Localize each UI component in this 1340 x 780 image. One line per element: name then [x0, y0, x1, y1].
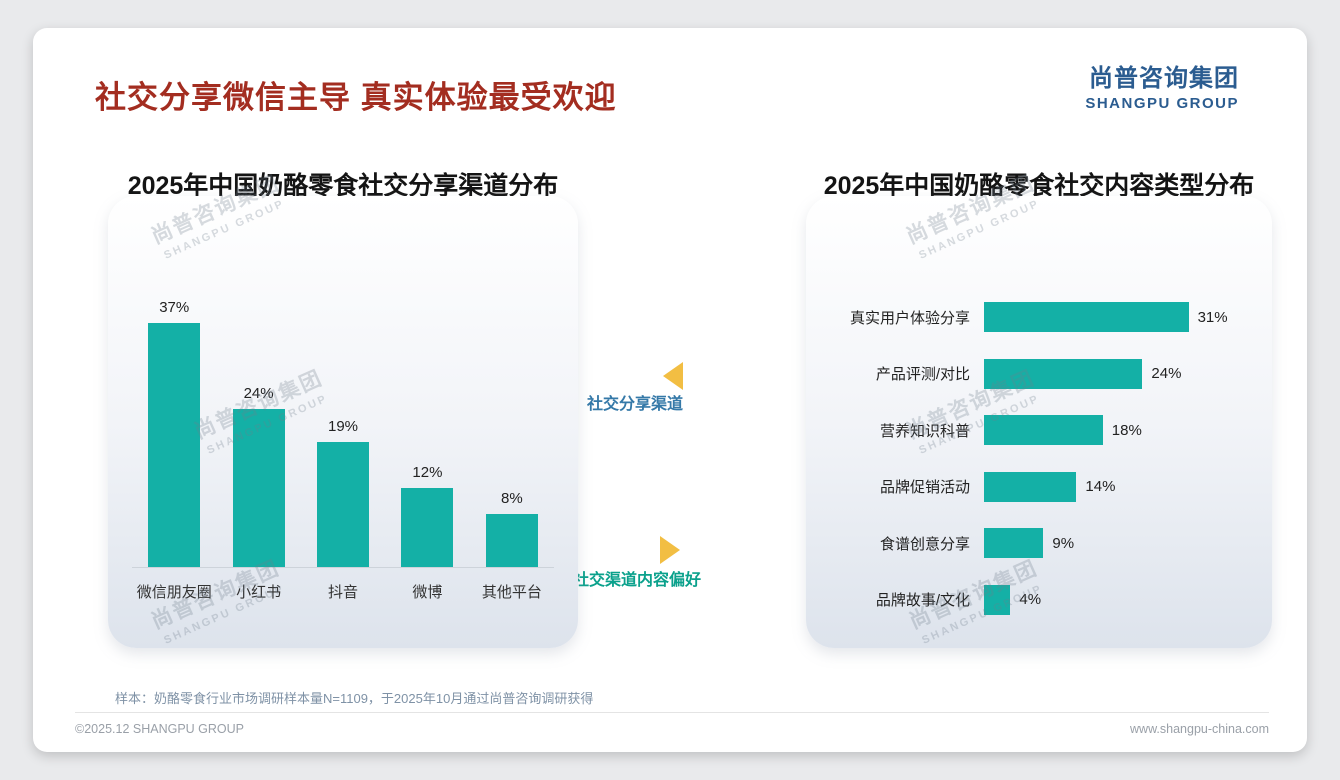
bar-value-label: 24%	[243, 384, 274, 402]
bar-row: 品牌故事/文化 4%	[828, 584, 1264, 615]
category-label: 营养知识科普	[879, 422, 970, 440]
left-chart-title: 2025年中国奶酪零食社交分享渠道分布	[127, 172, 559, 200]
bar-value-label: 4%	[1019, 591, 1042, 609]
bar-column: 37%	[132, 299, 216, 567]
bar-value-label: 19%	[328, 417, 359, 435]
category-label: 抖音	[328, 584, 359, 601]
bar	[232, 408, 285, 567]
bar-column: 24%	[216, 385, 300, 567]
bar	[984, 415, 1103, 446]
bar-value-label: 31%	[1197, 308, 1228, 326]
footer-copyright: ©2025.12 SHANGPU GROUP	[75, 722, 244, 736]
bar-row: 营养知识科普 18%	[828, 415, 1264, 446]
bar-row: 真实用户体验分享 31%	[828, 302, 1264, 332]
left-chart-card: 37% 24% 19% 12% 8% 微信朋友圈 小红书 抖音 微博 其他平台	[108, 196, 578, 648]
bar-column: 19%	[301, 418, 385, 567]
bar-column: 8%	[470, 490, 554, 567]
bar	[485, 514, 538, 567]
bar	[984, 528, 1044, 559]
category-label: 食谱创意分享	[879, 535, 970, 553]
bar-value-label: 14%	[1085, 478, 1116, 496]
category-label: 微博	[412, 584, 443, 601]
bar-row: 产品评测/对比 24%	[828, 358, 1264, 389]
category-label: 真实用户体验分享	[849, 309, 970, 327]
footer: ©2025.12 SHANGPU GROUP www.shangpu-china…	[75, 712, 1269, 736]
bar	[984, 302, 1189, 332]
page-title: 社交分享微信主导 真实体验最受欢迎	[95, 80, 617, 115]
left-annotation-label: 社交分享渠道	[587, 396, 684, 413]
arrow-left-icon	[663, 362, 683, 390]
bar-value-label: 12%	[412, 463, 443, 481]
right-chart-rows: 真实用户体验分享 31% 产品评测/对比 24% 营养知识科普 18% 品牌促销活动 14% 食…	[828, 302, 1264, 615]
bar-value-label: 37%	[159, 298, 190, 316]
bar	[401, 487, 454, 567]
category-label: 小红书	[236, 584, 282, 601]
left-chart-labels: 微信朋友圈 小红书 抖音 微博 其他平台	[132, 581, 554, 602]
bar-value-label: 8%	[500, 490, 523, 508]
left-chart-plot: 37% 24% 19% 12% 8%	[132, 236, 554, 568]
sample-note: 样本：奶酪零食行业市场调研样本量N=1109，于2025年10月通过尚普咨询调研…	[115, 691, 594, 706]
category-label: 品牌促销活动	[879, 479, 970, 497]
right-chart-title: 2025年中国奶酪零食社交内容类型分布	[823, 172, 1255, 200]
right-annotation-label: 社交渠道内容偏好	[573, 572, 702, 589]
logo-cn-text: 尚普咨询集团	[1089, 65, 1239, 92]
arrow-right-icon	[660, 536, 680, 564]
right-chart-card: 真实用户体验分享 31% 产品评测/对比 24% 营养知识科普 18% 品牌促销活动 14% 食…	[806, 196, 1272, 648]
bar-value-label: 24%	[1151, 365, 1182, 383]
bar-value-label: 18%	[1111, 421, 1142, 439]
bar	[984, 358, 1143, 389]
bar-value-label: 9%	[1052, 534, 1075, 552]
shangpu-logo: 尚普咨询集团 SHANGPU GROUP	[1085, 58, 1239, 112]
footer-website: www.shangpu-china.com	[1130, 722, 1269, 736]
category-label: 微信朋友圈	[136, 584, 212, 601]
logo-en-text: SHANGPU GROUP	[1085, 95, 1239, 112]
slide: 社交分享微信主导 真实体验最受欢迎 尚普咨询集团 SHANGPU GROUP 2…	[33, 28, 1307, 752]
bar	[317, 441, 370, 567]
category-label: 其他平台	[481, 584, 542, 601]
bar	[984, 471, 1077, 502]
bar	[984, 584, 1011, 615]
bar-row: 食谱创意分享 9%	[828, 528, 1264, 559]
bar-column: 12%	[385, 464, 469, 567]
bar	[148, 322, 201, 567]
category-label: 品牌故事/文化	[875, 592, 970, 610]
category-label: 产品评测/对比	[875, 366, 970, 384]
bar-row: 品牌促销活动 14%	[828, 471, 1264, 502]
